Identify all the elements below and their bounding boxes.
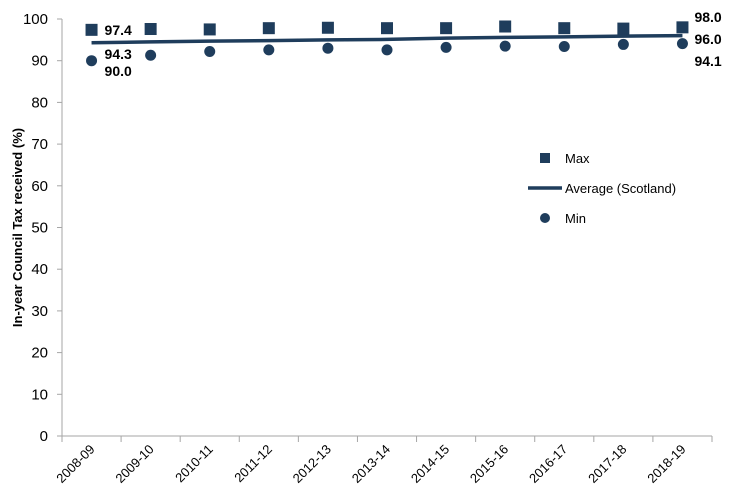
point-min	[499, 40, 511, 52]
data-label-average-first: 94.3	[105, 46, 132, 62]
y-tick-label: 90	[31, 53, 48, 70]
data-label-max-first: 97.4	[105, 22, 132, 38]
y-tick-label: 70	[31, 136, 48, 153]
y-tick-label: 80	[31, 94, 48, 111]
point-min	[86, 55, 98, 67]
y-tick-label: 0	[40, 428, 48, 445]
y-tick-label: 60	[31, 178, 48, 195]
x-tick-label: 2009-10	[112, 442, 156, 486]
data-label-min-first: 90.0	[105, 63, 132, 79]
x-tick-label: 2016-17	[526, 442, 570, 486]
x-tick-label: 2012-13	[290, 442, 334, 486]
legend-label-min: Min	[565, 211, 586, 226]
point-min	[263, 44, 275, 56]
data-label-average-last: 96.0	[694, 31, 721, 47]
x-tick-labels: 2008-09 2009-10 2010-11 2011-12 2012-13 2013-…	[53, 442, 688, 486]
point-max	[381, 22, 393, 35]
x-tick-label: 2011-12	[231, 442, 275, 486]
y-tick-label: 10	[31, 386, 48, 403]
y-tick-label: 20	[31, 345, 48, 362]
point-max	[499, 20, 512, 33]
y-axis-label: In-year Council Tax received (%)	[10, 128, 25, 327]
point-min	[617, 38, 629, 50]
point-max	[85, 23, 98, 36]
point-max	[321, 21, 334, 34]
data-label-max-last: 98.0	[694, 9, 721, 25]
point-max	[617, 22, 630, 35]
legend-marker-max	[540, 153, 550, 163]
point-max	[203, 23, 216, 36]
y-tick-label: 40	[31, 261, 48, 278]
x-tick-label: 2015-16	[467, 442, 511, 486]
point-min	[145, 49, 157, 61]
y-tick-label: 30	[31, 303, 48, 320]
y-tick-labels: 0 10 20 30 40 50 60 70 80 90 100	[23, 11, 48, 445]
point-min	[440, 41, 452, 53]
x-tick-label: 2013-14	[349, 442, 393, 486]
data-label-min-last: 94.1	[694, 53, 721, 69]
point-max	[558, 22, 571, 35]
point-max	[144, 23, 157, 36]
point-min	[676, 38, 688, 50]
y-tick-label: 100	[23, 11, 48, 28]
point-max	[440, 22, 453, 35]
point-min	[381, 44, 393, 56]
y-tick-label: 50	[31, 220, 48, 237]
x-tick-label: 2014-15	[408, 442, 452, 486]
axes	[57, 18, 713, 442]
x-tick-label: 2010-11	[172, 442, 216, 486]
point-min	[204, 46, 216, 58]
point-min	[558, 41, 570, 53]
data-labels: 97.4 94.390.0 98.0 96.0 94.1	[105, 9, 722, 79]
point-max	[676, 21, 689, 34]
series-group	[85, 20, 689, 67]
legend-label-average: Average (Scotland)	[565, 181, 676, 196]
x-tick-label: 2018-19	[644, 442, 688, 486]
x-tick-label: 2008-09	[53, 442, 97, 486]
legend-marker-min	[540, 213, 550, 223]
x-tick-label: 2017-18	[585, 442, 629, 486]
legend-label-max: Max	[565, 151, 590, 166]
point-min	[322, 42, 334, 54]
series-line-average-scotland	[91, 33, 683, 45]
point-max	[262, 22, 275, 35]
legend: Max Average (Scotland) Min	[528, 151, 676, 226]
